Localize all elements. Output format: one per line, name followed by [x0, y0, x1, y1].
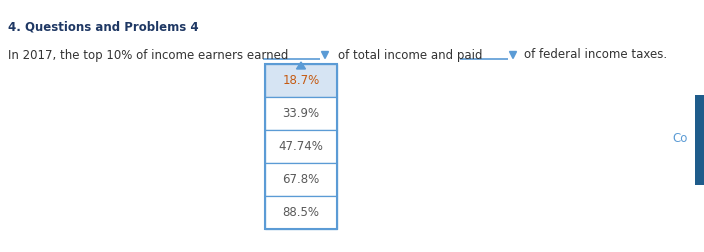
Text: 47.74%: 47.74%	[279, 140, 323, 153]
Polygon shape	[296, 62, 306, 69]
Bar	[695, 95, 704, 185]
Text: 4. Questions and Problems 4: 4. Questions and Problems 4	[8, 20, 199, 33]
Bar	[265, 163, 337, 196]
Text: 88.5%: 88.5%	[282, 206, 320, 219]
Text: of federal income taxes.: of federal income taxes.	[524, 48, 667, 61]
Bar	[265, 130, 337, 163]
Text: In 2017, the top 10% of income earners earned: In 2017, the top 10% of income earners e…	[8, 48, 289, 61]
Text: 18.7%: 18.7%	[282, 74, 320, 87]
Bar	[265, 64, 337, 97]
Bar	[265, 64, 337, 229]
Polygon shape	[510, 51, 517, 58]
Text: 33.9%: 33.9%	[282, 107, 320, 120]
Text: Co: Co	[672, 132, 687, 144]
Text: of total income and paid: of total income and paid	[338, 48, 482, 61]
Polygon shape	[322, 51, 329, 58]
Bar	[265, 196, 337, 229]
Text: 67.8%: 67.8%	[282, 173, 320, 186]
Bar	[265, 97, 337, 130]
